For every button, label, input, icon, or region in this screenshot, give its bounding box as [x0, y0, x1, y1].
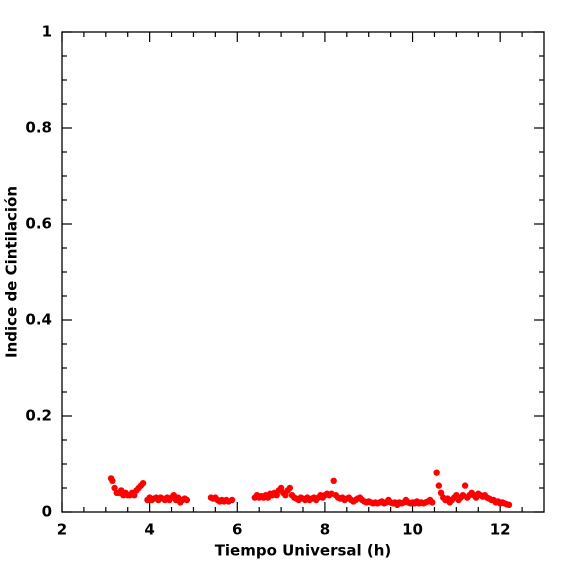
x-tick-label: 6: [232, 521, 242, 539]
point: [139, 480, 147, 487]
y-tick-label: 0: [42, 503, 52, 521]
y-tick-label: 0.4: [25, 311, 52, 329]
y-tick-label: 0.2: [25, 407, 52, 425]
x-tick-label: 4: [144, 521, 154, 539]
point: [330, 477, 337, 484]
point: [273, 492, 280, 499]
point: [433, 469, 440, 476]
point: [435, 482, 443, 489]
plot-frame: [61, 31, 545, 513]
point: [109, 477, 116, 484]
y-tick-label: 1: [42, 23, 52, 41]
point: [505, 501, 513, 508]
point: [282, 492, 289, 499]
x-tick-label: 10: [402, 521, 423, 539]
point: [461, 482, 469, 489]
x-axis-label: Tiempo Universal (h): [215, 542, 392, 560]
x-tick-label: 8: [320, 521, 330, 539]
x-tick-label: 12: [490, 521, 511, 539]
point: [111, 484, 118, 492]
y-tick-label: 0.8: [25, 119, 52, 137]
point: [286, 484, 294, 492]
point: [183, 496, 191, 504]
point: [228, 496, 236, 504]
point: [277, 484, 285, 492]
y-tick-label: 0.6: [25, 215, 52, 233]
point: [429, 499, 436, 506]
y-axis-label: Indice de Cintilación: [3, 186, 21, 358]
point: [437, 489, 445, 496]
point: [131, 492, 138, 499]
x-tick-label: 2: [57, 521, 67, 539]
